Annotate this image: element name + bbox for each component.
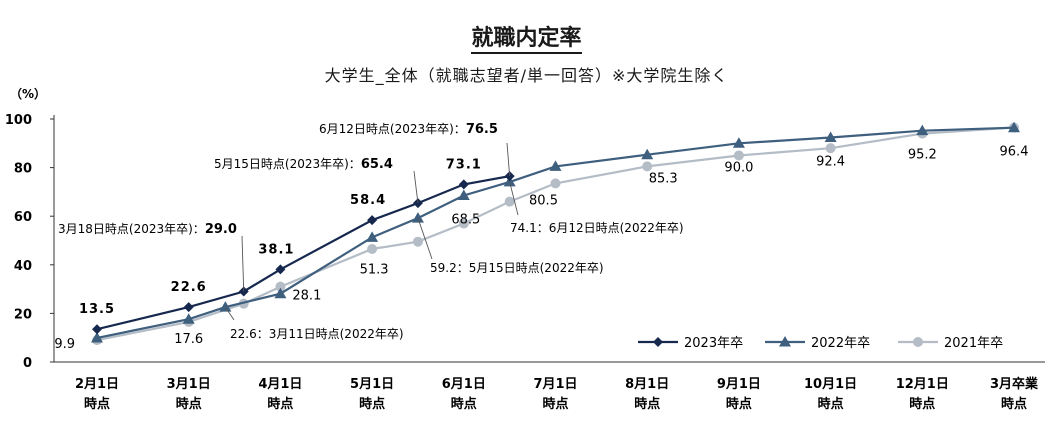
x-tick-label: 7月1日時点 (533, 377, 577, 412)
data-label: 17.6 (174, 332, 203, 347)
data-point-2023 (275, 264, 286, 275)
chart-title: 就職内定率 (0, 20, 1053, 54)
data-point-2022 (1008, 121, 1020, 133)
y-tick-label: 60 (14, 210, 32, 225)
data-point-2022 (91, 331, 103, 343)
x-tick-label: 10月1日時点 (804, 377, 857, 412)
y-tick-label: 0 (23, 356, 32, 371)
legend-label: 2023年卒 (684, 336, 743, 351)
legend-marker (913, 337, 923, 347)
y-tick-label: 100 (5, 113, 32, 128)
y-tick-label: 40 (14, 259, 32, 274)
data-label: 90.0 (724, 160, 753, 175)
x-tick-label: 12月1日時点 (896, 377, 949, 412)
data-point-2023 (367, 215, 378, 226)
data-point-2021 (275, 281, 286, 292)
data-point-2022 (549, 160, 562, 171)
legend-marker (779, 336, 791, 347)
data-label: 96.4 (1000, 145, 1029, 160)
data-point-2023 (183, 302, 194, 313)
data-point-2022 (824, 131, 837, 142)
data-label: 38.1 (258, 242, 294, 257)
annotation: 5月15日時点(2023年卒)：65.4 (214, 157, 393, 172)
legend-label: 2022年卒 (811, 336, 870, 351)
annotation-leader (225, 306, 235, 321)
data-point-2022 (366, 231, 379, 242)
annotation: 59.2：5月15日時点(2022年卒) (430, 261, 604, 275)
y-tick-label: 20 (14, 307, 32, 322)
data-point-2021 (550, 178, 561, 189)
data-point-2021 (504, 196, 515, 207)
annotation-leader (506, 142, 511, 177)
data-point-2021 (733, 150, 744, 161)
chart-subtitle: 大学生_全体（就職志望者/単一回答）※大学院生除く (324, 66, 729, 85)
data-label: 95.2 (908, 148, 937, 163)
data-label: 73.1 (446, 157, 482, 172)
annotation-leader (413, 170, 419, 204)
annotation: 22.6：3月11日時点(2022年卒) (230, 327, 404, 341)
series-line-2023 (96, 175, 510, 331)
annotation: 74.1：6月12日時点(2022年卒) (510, 221, 684, 235)
data-point-2022 (732, 137, 745, 148)
data-point-2021 (367, 244, 378, 255)
annotation-leader (509, 181, 519, 216)
data-point-2022 (641, 148, 654, 160)
data-point-2022 (219, 301, 232, 312)
data-label: 51.3 (360, 262, 389, 277)
legend-marker (653, 337, 663, 347)
data-point-2022 (182, 313, 195, 324)
legend-label: 2021年卒 (944, 336, 1003, 351)
x-tick-label: 6月1日時点 (442, 377, 486, 412)
data-point-2022 (457, 189, 470, 201)
data-label: 13.5 (79, 302, 115, 317)
series-line-2022 (96, 126, 1015, 339)
x-tick-label: 2月1日時点 (75, 377, 119, 412)
x-tick-label: 3月1日時点 (167, 377, 211, 412)
x-tick-label: 3月卒業時点 (990, 376, 1039, 412)
data-label: 68.5 (451, 213, 480, 228)
annotation: 3月18日時点(2023年卒)：29.0 (58, 222, 237, 237)
y-axis-unit: （%） (10, 86, 46, 101)
chart-title-text: 就職内定率 (471, 26, 582, 54)
data-point-2022 (916, 124, 929, 136)
data-label: 22.6 (171, 280, 207, 295)
data-point-2022 (411, 212, 424, 223)
x-tick-label: 4月1日時点 (258, 377, 302, 412)
data-point-2023 (504, 171, 515, 182)
x-tick-label: 8月1日時点 (625, 377, 669, 412)
data-point-2022 (503, 175, 516, 187)
data-point-2021 (642, 161, 653, 172)
data-label: 28.1 (292, 289, 321, 304)
data-label: 92.4 (816, 154, 845, 169)
data-label: 80.5 (529, 193, 558, 208)
y-tick-label: 80 (14, 162, 32, 177)
data-point-2021 (412, 236, 423, 247)
annotation-leader (241, 235, 245, 292)
data-point-2021 (458, 218, 469, 229)
x-tick-label: 5月1日時点 (350, 377, 394, 412)
data-label: 58.4 (350, 193, 386, 208)
data-point-2023 (458, 179, 469, 190)
annotation-leader (417, 217, 433, 260)
annotation: 6月12日時点(2023年卒)：76.5 (319, 122, 498, 137)
data-point-2023 (92, 324, 102, 335)
data-label: 9.9 (54, 337, 75, 352)
data-point-2022 (274, 287, 287, 299)
data-point-2021 (825, 143, 836, 154)
data-label: 85.3 (649, 172, 678, 187)
x-tick-label: 9月1日時点 (717, 377, 761, 412)
